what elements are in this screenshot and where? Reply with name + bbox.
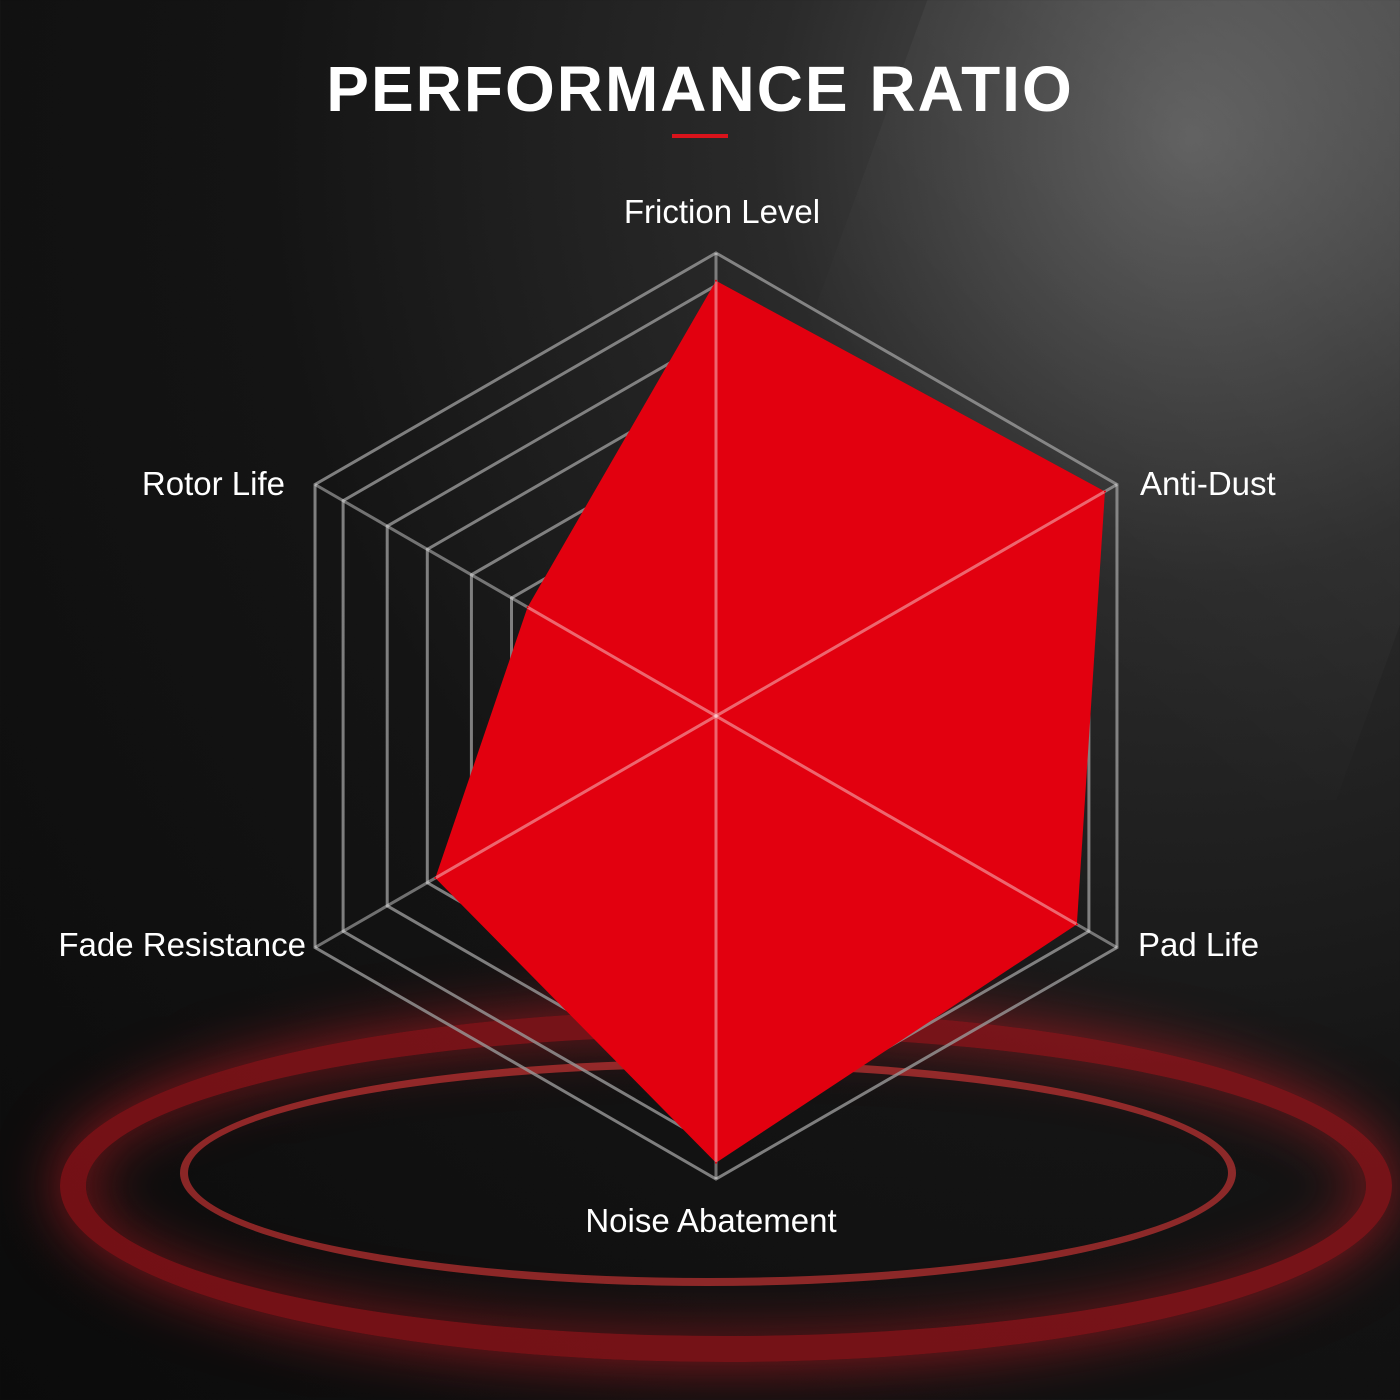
- axis-label-pad-life: Pad Life: [1138, 926, 1259, 963]
- axis-label-friction-level: Friction Level: [624, 193, 820, 230]
- data-point-pad-life: [1075, 923, 1078, 926]
- data-point-anti-dust: [1103, 490, 1106, 493]
- data-point-noise-abatement: [715, 1161, 717, 1164]
- grid-ring-1: [313, 251, 1119, 1181]
- data-point-fade-resistance: [434, 877, 437, 880]
- data-polygon: [435, 280, 1105, 1163]
- title-underline: [672, 134, 728, 138]
- data-point-friction-level: [715, 279, 717, 282]
- axis-label-anti-dust: Anti-Dust: [1140, 465, 1276, 502]
- page-title: PERFORMANCE RATIO: [326, 53, 1074, 125]
- data-point-rotor-life: [526, 606, 529, 609]
- axis-spoke: [314, 483, 1118, 949]
- axis-spoke: [314, 483, 1118, 949]
- axis-label-rotor-life: Rotor Life: [142, 465, 285, 502]
- axis-label-noise-abatement: Noise Abatement: [585, 1202, 836, 1239]
- axis-label-fade-resistance: Fade Resistance: [58, 926, 306, 963]
